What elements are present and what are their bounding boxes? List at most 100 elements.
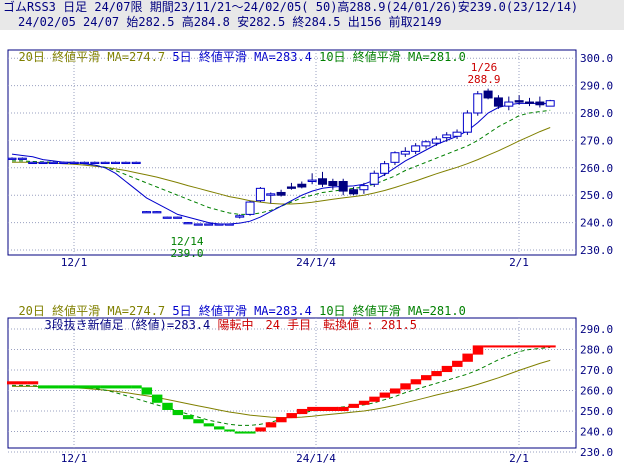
candle-body (121, 161, 131, 165)
candle-body (69, 161, 79, 165)
new-price-brick (7, 381, 18, 385)
new-price-brick (286, 413, 297, 419)
candle-body (17, 157, 27, 160)
bottom-legend: 20日 終値平滑 MA=274.7 5日 終値平滑 MA=283.4 10日 終… (4, 290, 465, 318)
candle-body (286, 186, 296, 189)
y-tick-label: 290.0 (580, 80, 613, 93)
candle-body (297, 183, 307, 188)
high-value-label: 288.9 (467, 73, 500, 86)
candle-body (193, 223, 203, 226)
candle-body (369, 172, 379, 185)
candle-body (100, 161, 110, 165)
new-price-brick (224, 429, 235, 432)
legend-ma20-bottom: 20日 終値平滑 MA=274.7 (18, 304, 166, 318)
y-tick-label-bottom: 240.0 (580, 426, 613, 439)
candle-body (48, 161, 58, 165)
new-price-brick (17, 381, 28, 385)
new-price-brick (431, 371, 442, 377)
new-price-brick (245, 431, 256, 434)
new-price-brick (151, 394, 163, 403)
new-price-brick (524, 345, 535, 348)
candle-body (38, 161, 48, 165)
candle-body (545, 100, 555, 107)
y-tick-label-bottom: 260.0 (580, 385, 613, 398)
new-price-brick (514, 345, 525, 348)
candle-body (79, 161, 89, 165)
candle-body (452, 131, 462, 137)
candle-body (380, 163, 390, 174)
candle-body (142, 211, 152, 214)
new-price-brick (234, 431, 246, 434)
new-price-brick (400, 383, 411, 390)
new-price-brick (296, 408, 308, 415)
legend-ma20: 20日 終値平滑 MA=274.7 (18, 50, 166, 64)
low-value-label: 239.0 (170, 247, 203, 260)
new-price-brick (348, 403, 360, 408)
candle-body (152, 211, 162, 214)
x-tick-label-bottom: 12/1 (61, 452, 88, 465)
candle-body (535, 101, 545, 106)
new-price-brick (317, 406, 328, 411)
candle-body (493, 97, 503, 107)
new-price-value: 3段抜き新値足（終値)=283.4 (44, 318, 211, 332)
y-tick-label: 260.0 (580, 162, 613, 175)
x-tick-label: 12/1 (61, 256, 88, 269)
new-price-brick (472, 345, 484, 355)
new-price-brick (182, 415, 194, 420)
candle-body (338, 181, 348, 192)
y-tick-label: 280.0 (580, 107, 613, 120)
candle-body (28, 161, 38, 165)
y-tick-label-bottom: 230.0 (580, 446, 613, 459)
new-price-brick (214, 426, 225, 430)
y-tick-label: 250.0 (580, 189, 613, 202)
new-price-brick (534, 345, 546, 348)
candle-body (411, 145, 421, 152)
candle-body (431, 138, 441, 144)
new-price-brick (89, 385, 101, 389)
candle-body (442, 134, 452, 139)
new-price-brick (38, 385, 49, 389)
candle-body (235, 215, 245, 218)
candle-body (204, 223, 214, 226)
candle-body (349, 189, 359, 195)
new-price-brick (58, 385, 70, 389)
top-grid (8, 50, 576, 255)
legend-ma10: 10日 終値平滑 MA=281.0 (319, 50, 466, 64)
new-price-brick (410, 379, 422, 385)
new-price-brick (307, 406, 318, 411)
candle-body (514, 100, 524, 103)
candle-body (307, 179, 317, 183)
new-price-brick (441, 365, 453, 373)
candlesticks (7, 88, 555, 226)
y-tick-label: 300.0 (580, 52, 613, 65)
new-price-brick (172, 409, 184, 416)
axis-labels: 300.0 290.0 280.0 270.0 260.0 250.0 240.0 230.0… (61, 52, 613, 465)
x-tick-label: 2/1 (509, 256, 529, 269)
candle-body (266, 193, 276, 196)
candle-body (421, 141, 431, 147)
new-price-brick (193, 419, 204, 424)
y-tick-label-bottom: 250.0 (580, 405, 613, 418)
new-price-brick (421, 375, 432, 381)
header-line-2: 24/02/05 24/07 始282.5 高284.8 安282.5 終284… (0, 15, 624, 30)
legend-ma5-bottom: 5日 終値平滑 MA=283.4 (172, 304, 312, 318)
new-price-brick (493, 345, 504, 348)
new-price-brick (131, 385, 142, 389)
x-tick-label-bottom: 24/1/4 (296, 452, 336, 465)
new-price-brick (483, 345, 494, 348)
y-tick-label: 240.0 (580, 217, 613, 230)
new-price-brick (462, 353, 473, 362)
bottom-grid (8, 318, 576, 453)
candle-body (59, 161, 69, 165)
new-price-brick (452, 360, 463, 367)
candle-body (390, 152, 400, 163)
candle-body (483, 90, 493, 99)
y-tick-label: 230.0 (580, 244, 613, 257)
x-tick-label-bottom: 2/1 (509, 452, 529, 465)
y-tick-label-bottom: 290.0 (580, 323, 613, 336)
candle-body (462, 112, 472, 133)
new-price-brick (369, 396, 380, 402)
new-price-brick (255, 427, 266, 432)
candle-body (328, 181, 338, 187)
candle-body (183, 222, 193, 225)
